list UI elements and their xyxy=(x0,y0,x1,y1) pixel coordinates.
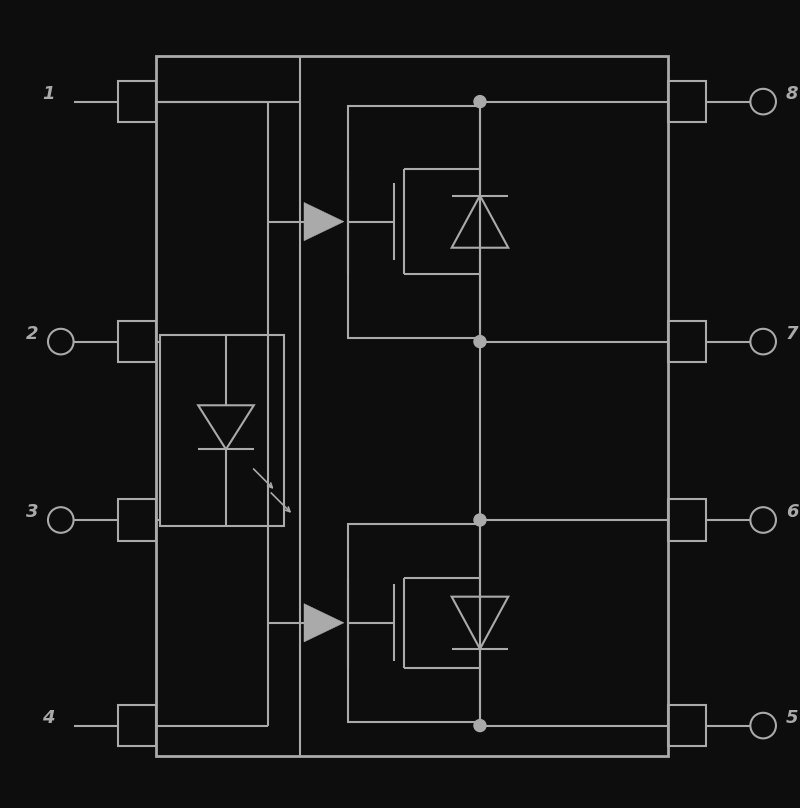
Bar xyxy=(118,499,156,541)
Bar xyxy=(118,81,156,123)
Text: 7: 7 xyxy=(786,325,798,343)
Bar xyxy=(348,106,480,338)
Text: 8: 8 xyxy=(786,85,798,103)
Bar xyxy=(668,81,706,123)
Bar xyxy=(668,499,706,541)
Bar xyxy=(348,524,480,722)
Bar xyxy=(668,321,706,363)
Bar xyxy=(668,705,706,747)
Bar xyxy=(118,705,156,747)
Text: 2: 2 xyxy=(26,325,38,343)
Bar xyxy=(160,335,284,526)
Circle shape xyxy=(474,95,486,107)
Circle shape xyxy=(474,720,486,731)
Text: 6: 6 xyxy=(786,503,798,521)
Polygon shape xyxy=(304,203,344,241)
Text: 4: 4 xyxy=(42,709,54,726)
Text: 5: 5 xyxy=(786,709,798,726)
Text: 3: 3 xyxy=(26,503,38,521)
Bar xyxy=(156,56,668,756)
Circle shape xyxy=(474,335,486,347)
Text: 1: 1 xyxy=(42,85,54,103)
Polygon shape xyxy=(304,604,344,642)
Circle shape xyxy=(474,514,486,526)
Bar xyxy=(118,321,156,363)
